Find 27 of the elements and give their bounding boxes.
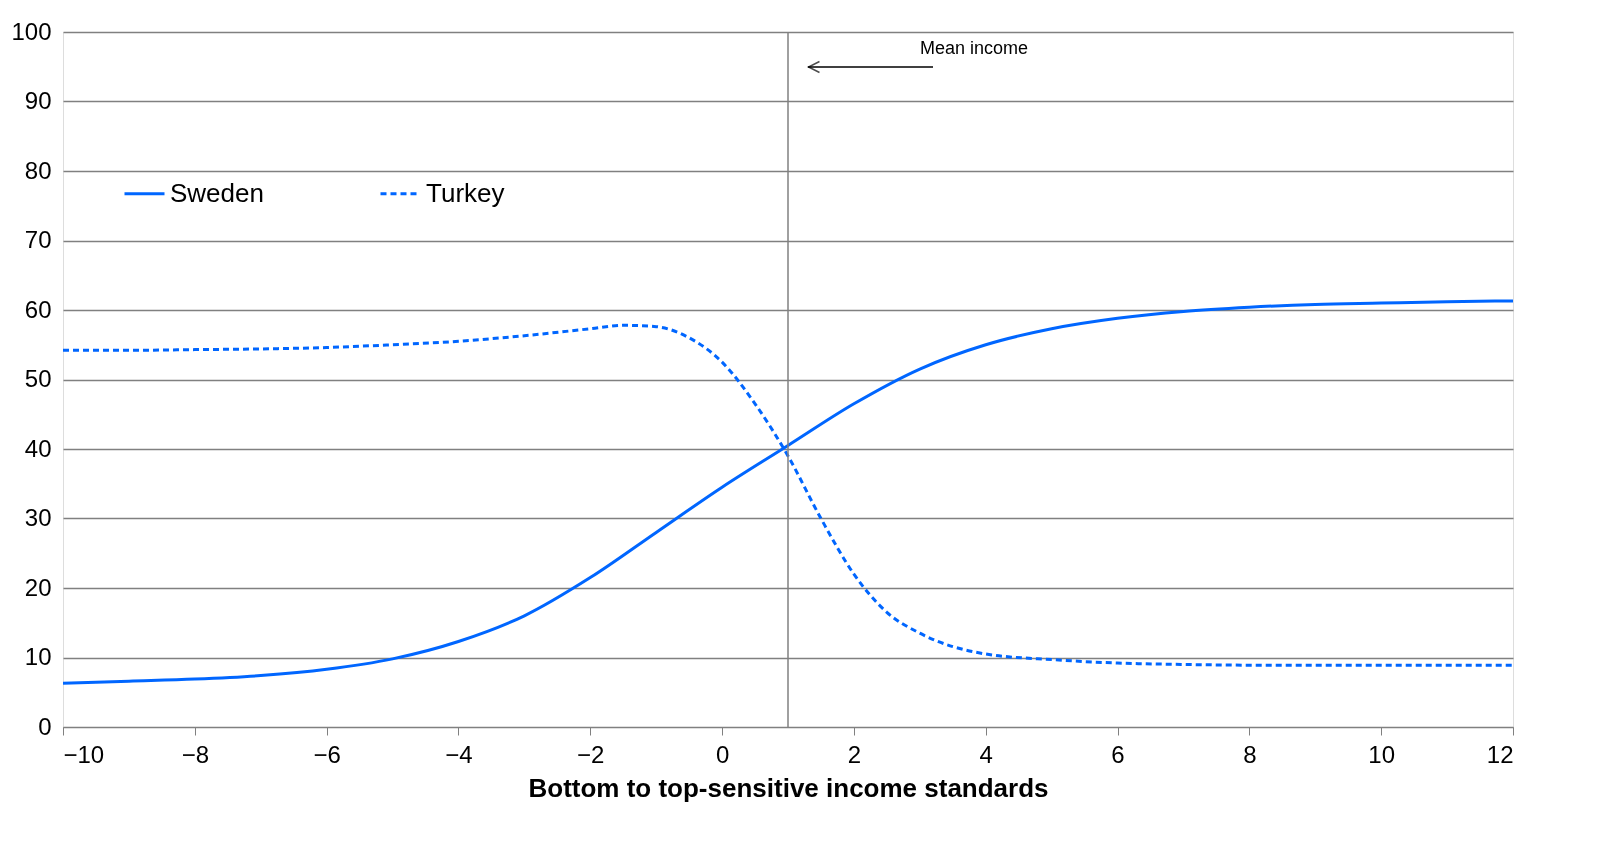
y-tick-label: 0	[38, 712, 52, 740]
y-tick-label: 70	[24, 226, 52, 253]
x-tick-label: 6	[1111, 740, 1125, 768]
x-tick-label: 12	[1486, 740, 1514, 768]
legend-label: Turkey	[426, 177, 505, 208]
x-tick-label: −8	[181, 740, 210, 768]
x-tick-label: −10	[63, 740, 105, 768]
y-tick-label: 40	[24, 434, 52, 462]
x-tick-label: −2	[577, 740, 605, 768]
x-tick-label: 10	[1368, 740, 1396, 768]
y-tick-label: 80	[24, 156, 52, 184]
x-tick-label: 4	[979, 740, 993, 768]
y-tick-label: 30	[24, 504, 52, 531]
y-tick-label: 100	[11, 17, 52, 45]
y-tick-label: 60	[24, 295, 52, 323]
y-tick-label: 90	[24, 87, 52, 114]
y-tick-label: 50	[24, 365, 52, 392]
x-tick-label: 8	[1243, 740, 1257, 768]
x-tick-label: −4	[445, 740, 473, 768]
annotation: Mean income	[920, 38, 1029, 58]
y-tick-label: 20	[24, 573, 52, 601]
x-tick-label: 0	[715, 740, 730, 768]
x-tick-label: −6	[313, 740, 341, 768]
x-axis-title: Bottom to top-sensitive income standards	[528, 772, 1049, 803]
legend-label: Sweden	[170, 177, 264, 208]
y-tick-label: 10	[24, 643, 52, 670]
x-tick-label: 2	[847, 740, 862, 768]
